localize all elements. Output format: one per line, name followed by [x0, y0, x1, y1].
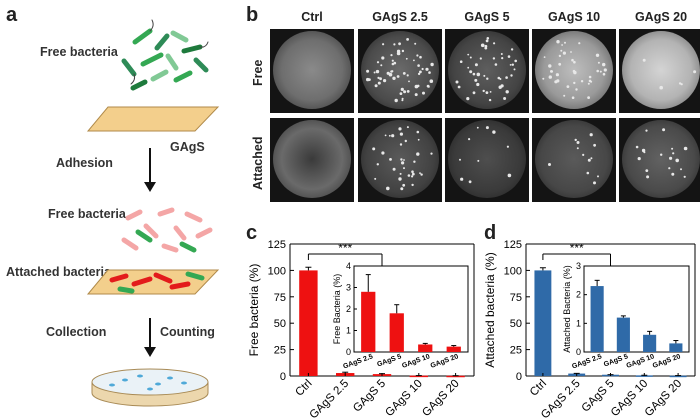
- inset-y-tick-label: 1: [346, 326, 351, 336]
- y-axis-label: Free bacteria (%): [247, 264, 261, 357]
- y-tick-label: 100: [268, 265, 286, 277]
- plate-free-gags-20: [619, 29, 700, 113]
- inset-y-tick-label: 1: [576, 318, 581, 328]
- free-bacteria-label-mid: Free bacteria: [48, 207, 126, 221]
- row-header-free: Free: [251, 59, 265, 86]
- attached-bacteria-label: Attached bacteria: [6, 265, 111, 279]
- plate-free-gags-5: [445, 29, 529, 113]
- plate-attached-gags-5: [445, 118, 529, 202]
- y-tick-label: 0: [516, 371, 522, 383]
- petri-dish-icon: [91, 368, 209, 407]
- inset-y-tick-label: 0: [346, 347, 351, 357]
- inset-bar: [643, 334, 657, 352]
- bar: [635, 375, 653, 377]
- significance-marker: ***: [338, 241, 352, 255]
- inset-x-tick-label: GAgS 10: [401, 353, 431, 370]
- y-tick-label: 75: [510, 292, 522, 304]
- attached-bacteria-cluster: [109, 271, 205, 294]
- plate-attached-gags-10: [532, 118, 616, 202]
- inset-y-tick-label: 2: [576, 290, 581, 300]
- inset-y-axis-label: Attached Bacteria (%): [562, 265, 572, 353]
- inset-y-tick-label: 2: [346, 304, 351, 314]
- y-tick-label: 125: [268, 239, 286, 251]
- y-tick-label: 0: [280, 371, 286, 383]
- inset-y-axis-label: Free Bacteria (%): [332, 274, 342, 345]
- inset-bar: [418, 344, 433, 352]
- arrow-down-icon: [144, 182, 156, 192]
- gags-surface-plate: [86, 106, 220, 132]
- inset-bar: [389, 313, 404, 352]
- y-tick-label: 125: [504, 239, 522, 251]
- collection-label: Collection: [46, 325, 107, 339]
- inset-bar: [669, 343, 683, 352]
- x-tick-label: GAgS 2.5: [308, 378, 352, 419]
- free-bacteria-cluster-mid: [121, 207, 213, 253]
- plate-free-ctrl: [270, 29, 354, 113]
- panel-letter-d: d: [484, 222, 497, 244]
- attached-surface-plate: [86, 269, 220, 295]
- plate-attached-gags-20: [619, 118, 700, 202]
- inset-x-tick-label: GAgS 5: [376, 353, 402, 368]
- bar: [299, 270, 318, 376]
- free-bacteria-label-top: Free bacteria: [40, 45, 118, 59]
- adhesion-label: Adhesion: [56, 156, 113, 170]
- inset-y-tick-label: 3: [346, 283, 351, 293]
- free-bacteria-cluster-top: [121, 19, 209, 91]
- bar: [534, 270, 552, 376]
- y-axis-label: Attached bacteria (%): [483, 252, 497, 367]
- bar: [409, 375, 428, 378]
- x-tick-label: GAgS 10: [383, 378, 424, 419]
- plate-free-gags-10: [532, 29, 616, 113]
- x-tick-label: GAgS 5: [351, 378, 388, 415]
- significance-marker: ***: [570, 241, 584, 255]
- x-tick-label: GAgS 20: [643, 378, 684, 419]
- inset-x-tick-label: GAgS 10: [625, 353, 655, 370]
- x-tick-label: GAgS 20: [420, 378, 461, 419]
- bar: [669, 375, 687, 378]
- inset-bar: [590, 286, 604, 352]
- plate-attached-gags-2-5: [358, 118, 442, 202]
- plate-free-gags-2-5: [358, 29, 442, 113]
- inset-x-tick-label: GAgS 20: [430, 353, 460, 370]
- column-header-gags-20: GAgS 20: [634, 10, 688, 24]
- inset-x-tick-label: GAgS 20: [652, 353, 682, 370]
- y-tick-label: 50: [274, 318, 286, 330]
- inset-bar: [446, 346, 461, 352]
- y-tick-label: 25: [510, 345, 522, 357]
- arrow-down-icon-2: [144, 347, 156, 357]
- y-tick-label: 75: [274, 292, 286, 304]
- y-tick-label: 100: [504, 265, 522, 277]
- inset-bar: [361, 291, 376, 352]
- inset-bar: [616, 317, 630, 352]
- schematic-illustration: [86, 19, 220, 407]
- inset-y-tick-label: 4: [346, 261, 351, 271]
- inset-y-tick-label: 0: [576, 347, 581, 357]
- x-tick-label: Ctrl: [293, 378, 314, 399]
- panel-letter-c: c: [246, 222, 258, 244]
- bar: [446, 375, 465, 378]
- panel-letter-a: a: [6, 4, 18, 26]
- plate-attached-ctrl: [270, 118, 354, 202]
- y-tick-label: 25: [274, 345, 286, 357]
- column-header-gags-5: GAgS 5: [464, 10, 510, 24]
- y-tick-label: 50: [510, 318, 522, 330]
- column-header-ctrl: Ctrl: [301, 10, 323, 24]
- x-tick-label: Ctrl: [528, 378, 549, 399]
- row-header-attached: Attached: [251, 136, 265, 190]
- chart-attached-bacteria: 0 25 50 75 100 125 Attached bacteria (%) Ctrl GA…: [483, 239, 696, 419]
- gags-surface-label: GAgS: [170, 140, 205, 154]
- inset-y-tick-label: 3: [576, 261, 581, 271]
- inset-x-tick-label: GAgS 5: [603, 353, 629, 368]
- panel-letter-b: b: [246, 4, 259, 26]
- column-header-gags-10: GAgS 10: [547, 10, 601, 24]
- column-header-gags-2-5: GAgS 2.5: [372, 10, 428, 24]
- counting-label: Counting: [160, 325, 215, 339]
